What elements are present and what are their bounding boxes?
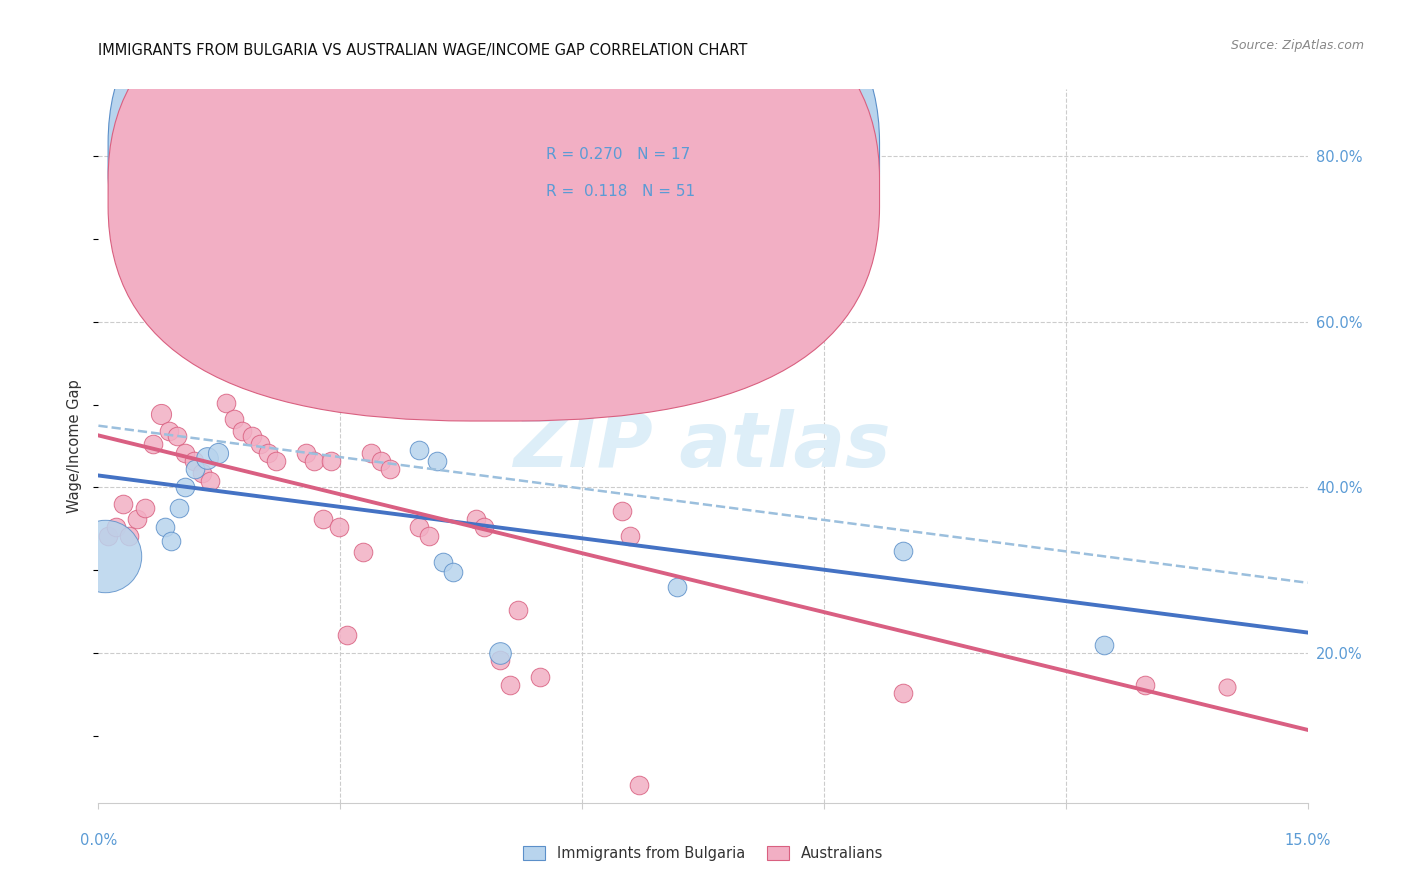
Point [190, 466, 212, 480]
Point [127, 512, 149, 526]
Text: 0.0%: 0.0% [80, 833, 117, 848]
Point [612, 504, 634, 518]
Point [627, 778, 650, 792]
Point [506, 603, 529, 617]
Point [166, 429, 188, 443]
Point [360, 445, 382, 459]
Point [198, 474, 221, 488]
Text: 15.0%: 15.0% [1285, 833, 1330, 848]
Point [489, 653, 512, 667]
Point [692, 346, 714, 360]
Point [1094, 638, 1116, 652]
Point [395, 379, 418, 393]
Point [174, 445, 197, 459]
Text: Source: ZipAtlas.com: Source: ZipAtlas.com [1230, 38, 1364, 52]
Point [195, 450, 218, 465]
Point [336, 628, 359, 642]
Text: ZIP atlas: ZIP atlas [515, 409, 891, 483]
Point [174, 481, 197, 495]
Point [94, 549, 117, 563]
Point [328, 520, 350, 534]
Point [1133, 678, 1156, 692]
Point [231, 424, 253, 438]
FancyBboxPatch shape [108, 0, 880, 421]
Point [134, 501, 156, 516]
Point [183, 454, 205, 468]
Bar [461, 134, 872, 232]
Y-axis label: Wage/Income Gap: Wage/Income Gap [67, 379, 83, 513]
Point [498, 678, 520, 692]
Point [529, 670, 551, 684]
Point [118, 528, 141, 542]
Point [1216, 680, 1239, 694]
Point [240, 429, 263, 443]
Point [891, 686, 914, 700]
Point [304, 454, 326, 468]
Point [105, 520, 128, 534]
FancyBboxPatch shape [108, 0, 880, 385]
Text: R =  0.118   N = 51: R = 0.118 N = 51 [546, 184, 695, 199]
Point [408, 520, 430, 534]
Point [184, 462, 207, 476]
Point [418, 528, 440, 542]
Point [352, 545, 374, 559]
Point [432, 555, 454, 569]
Point [398, 256, 420, 270]
Point [153, 520, 176, 534]
Point [408, 443, 430, 458]
Text: IMMIGRANTS FROM BULGARIA VS AUSTRALIAN WAGE/INCOME GAP CORRELATION CHART: IMMIGRANTS FROM BULGARIA VS AUSTRALIAN W… [98, 43, 748, 58]
Point [264, 454, 287, 468]
Point [295, 445, 318, 459]
Point [249, 437, 271, 451]
Point [167, 501, 190, 516]
Point [157, 424, 180, 438]
Text: R = 0.270   N = 17: R = 0.270 N = 17 [546, 147, 690, 162]
Legend: Immigrants from Bulgaria, Australians: Immigrants from Bulgaria, Australians [517, 840, 889, 867]
Point [489, 647, 512, 661]
Point [380, 462, 402, 476]
Point [287, 379, 309, 393]
Point [441, 565, 464, 579]
Point [222, 412, 245, 426]
Point [256, 445, 278, 459]
Point [370, 454, 392, 468]
Point [207, 445, 229, 459]
Point [142, 437, 165, 451]
Point [97, 528, 120, 542]
Point [278, 362, 301, 376]
Point [619, 528, 641, 542]
Point [666, 580, 689, 594]
Point [160, 534, 183, 549]
Point [426, 454, 449, 468]
Point [111, 497, 134, 511]
Point [464, 512, 486, 526]
Point [215, 396, 238, 410]
Point [311, 512, 333, 526]
Point [387, 362, 409, 376]
Point [207, 288, 229, 302]
Point [891, 544, 914, 558]
Point [150, 408, 173, 422]
Point [472, 520, 495, 534]
Point [319, 454, 342, 468]
